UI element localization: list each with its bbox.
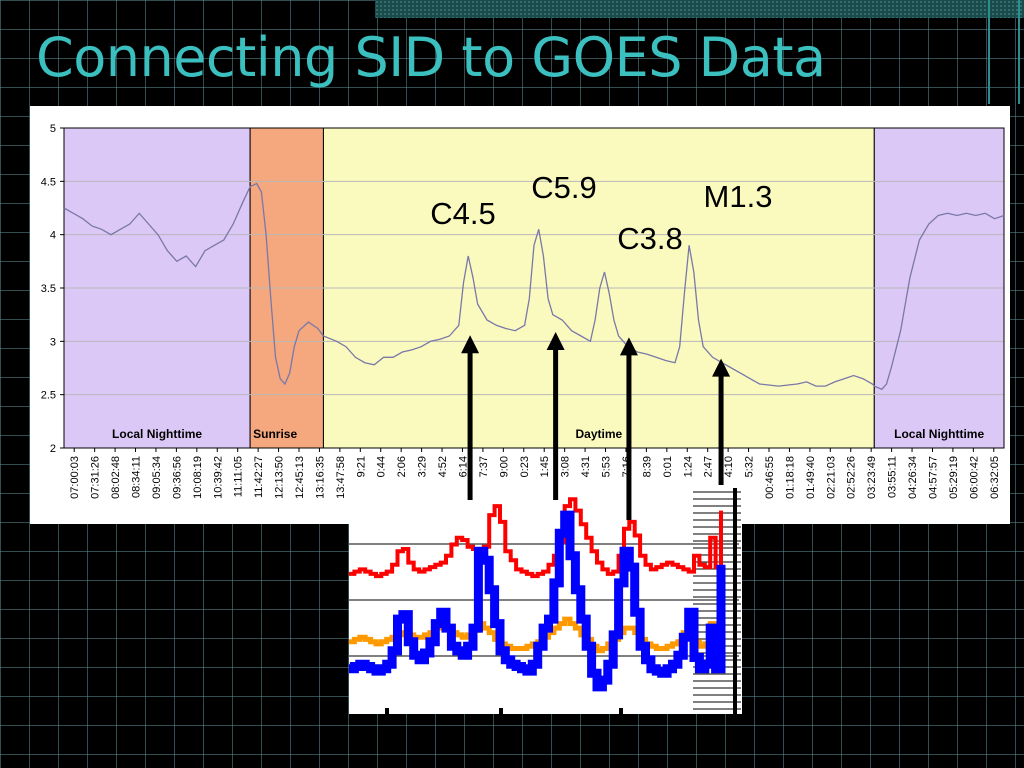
x-tick-label: 9:00 (498, 456, 510, 477)
goes-chart (349, 488, 741, 714)
x-tick-label: 4:31 (580, 456, 592, 477)
x-tick-label: 06:32:05 (989, 456, 1001, 499)
goes-series-line (349, 497, 723, 579)
x-tick-label: 13:47:58 (335, 456, 347, 499)
x-tick-label: 4:10 (723, 456, 735, 477)
x-tick-label: 4:52 (437, 456, 449, 477)
x-tick-label: 10:39:42 (212, 456, 224, 499)
x-tick-label: 2:47 (703, 456, 715, 477)
x-tick-label: 13:16:35 (314, 456, 326, 499)
region-label: Local Nighttime (112, 427, 202, 441)
y-tick-label: 5 (50, 123, 56, 135)
x-tick-label: 0:44 (376, 456, 388, 477)
x-tick-label: 0:23 (519, 456, 531, 477)
x-tick-label: 08:02:48 (110, 456, 122, 499)
sid-signal-line (63, 182, 1005, 391)
x-tick-label: 05:29:19 (948, 456, 960, 499)
goes-chart-panel (349, 488, 742, 714)
x-tick-label: 10:08:19 (192, 456, 204, 499)
x-tick-label: 3:08 (560, 456, 572, 477)
x-tick-label: 09:05:34 (151, 456, 163, 499)
x-tick-label: 02:21:03 (825, 456, 837, 499)
x-tick-label: 02:52:26 (846, 456, 858, 499)
x-tick-label: 8:39 (641, 456, 653, 477)
decorative-line (988, 0, 990, 104)
x-tick-label: 03:23:49 (866, 456, 878, 499)
y-tick-label: 4.5 (41, 176, 56, 188)
x-tick-label: 1:24 (682, 456, 694, 477)
x-tick-label: 5:53 (601, 456, 613, 477)
time-tick (619, 708, 623, 714)
goes-series-line (349, 510, 726, 692)
y-tick-label: 3 (50, 336, 56, 348)
x-tick-label: 09:36:56 (171, 456, 183, 499)
x-tick-label: 11:42:27 (253, 456, 265, 498)
decorative-band (375, 0, 1024, 18)
x-tick-label: 5:32 (744, 456, 756, 477)
slide-title: Connecting SID to GOES Data (36, 26, 826, 89)
x-tick-label: 7:37 (478, 456, 490, 477)
x-tick-label: 01:18:18 (784, 456, 796, 499)
x-tick-label: 3:29 (417, 456, 429, 477)
x-tick-label: 01:49:40 (805, 456, 817, 499)
x-tick-label: 12:13:50 (274, 456, 286, 499)
x-tick-label: 6:14 (457, 456, 469, 477)
plot-frame (63, 127, 1005, 449)
sid-chart: 2 2.5 3 3.5 4 4.5 5 Local Nighttime Sunrise Dayti… (41, 123, 1005, 499)
region-label: Sunrise (253, 427, 297, 441)
x-tick-label: 12:45:13 (294, 456, 306, 499)
x-tick-label: 9:21 (355, 456, 367, 477)
y-tick-label: 4 (50, 230, 56, 242)
y-tick-label: 3.5 (41, 283, 56, 295)
y-tick-label: 2.5 (41, 390, 56, 402)
time-tick (385, 708, 389, 714)
decorative-line (1018, 0, 1020, 104)
x-tick-label: 04:26:34 (907, 456, 919, 499)
x-tick-label: 7:16 (621, 456, 633, 477)
x-tick-label: 0:01 (662, 456, 674, 477)
region-label: Local Nighttime (894, 427, 984, 441)
x-tick-label: 07:00:03 (69, 456, 81, 499)
region-label: Daytime (576, 427, 623, 441)
x-tick-label: 04:57:57 (927, 456, 939, 499)
x-tick-label: 00:46:55 (764, 456, 776, 499)
x-tick-label: 1:45 (539, 456, 551, 477)
x-tick-label: 07:31:26 (90, 456, 102, 499)
x-tick-label: 06:00:42 (968, 456, 980, 499)
x-tick-label: 08:34:11 (131, 456, 143, 498)
x-tick-label: 2:06 (396, 456, 408, 477)
x-tick-label: 11:11:05 (233, 456, 245, 497)
y-tick-label: 2 (50, 443, 56, 455)
sid-chart-panel: 2 2.5 3 3.5 4 4.5 5 Local Nighttime Sunrise Dayti… (30, 106, 1010, 524)
time-tick (499, 708, 503, 714)
x-tick-label: 03:55:11 (887, 456, 899, 498)
